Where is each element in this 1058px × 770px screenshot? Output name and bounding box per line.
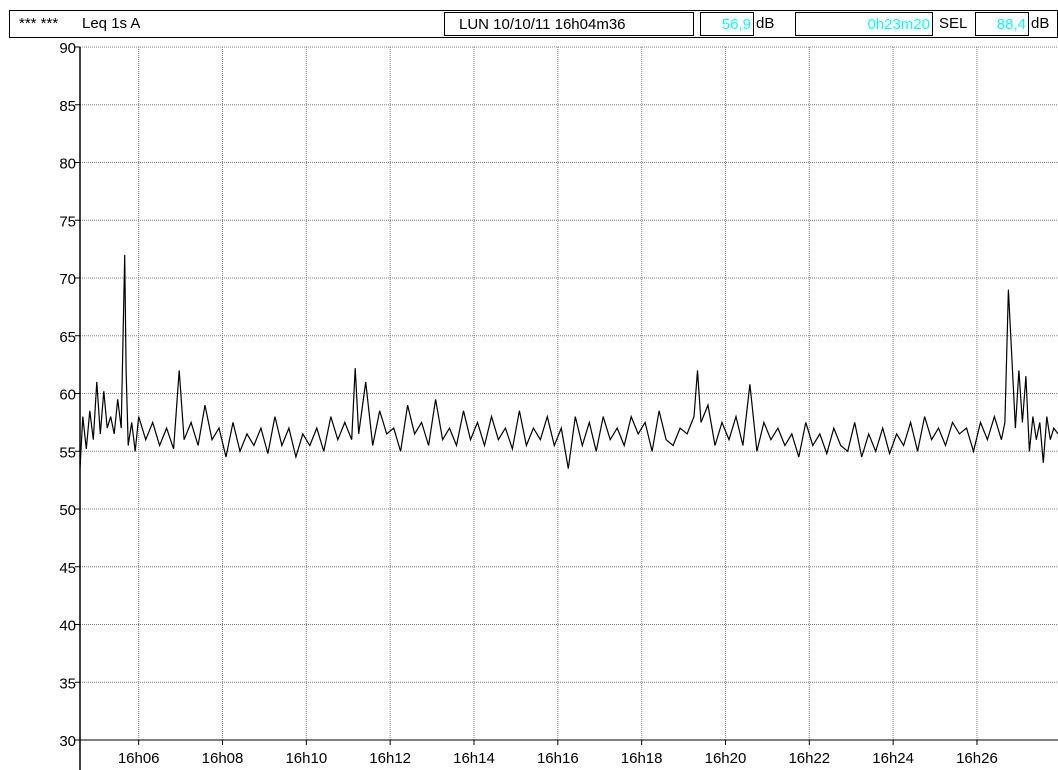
y-tick-label: 45 [59,560,76,577]
sel-unit: dB [1031,15,1050,32]
y-tick-label: 75 [59,213,76,230]
x-tick-label: 16h10 [285,750,327,767]
x-tick-label: 16h14 [453,750,495,767]
datetime-value: LUN 10/10/11 16h04m36 [459,16,626,33]
y-tick-label: 60 [59,387,76,404]
x-tick-label: 16h08 [202,750,244,767]
y-tick-label: 85 [59,98,76,115]
leq-value: 56,9 [721,16,751,33]
leq-unit: dB [756,15,775,32]
sel-value: 88,4 [996,16,1026,33]
y-tick-label: 65 [59,329,76,346]
channel-label: *** *** [19,15,59,32]
x-tick-label: 16h06 [118,750,160,767]
leq-trace-line [79,254,1058,469]
y-tick-label: 90 [59,40,76,57]
x-tick-label: 16h24 [872,750,914,767]
sound-level-chart: 30 35 40 45 50 55 60 65 70 75 80 85 90 16h06 16h08 16h1… [59,40,1058,770]
leq-value-box: 56,9 [700,12,754,36]
x-tick-label: 16h22 [788,750,830,767]
y-tick-label: 40 [59,618,76,635]
duration-value: 0h23m20 [867,16,930,33]
header-bar: *** *** Leq 1s A LUN 10/10/11 16h04m36 5… [9,10,1058,38]
measure-label: Leq 1s A [82,15,141,32]
y-tick-label: 50 [59,502,76,519]
sel-label: SEL [939,15,968,32]
y-tick-label: 55 [59,444,76,461]
duration-box: 0h23m20 [795,12,933,36]
x-tick-label: 16h18 [621,750,663,767]
y-tick-label: 35 [59,675,76,692]
y-tick-label: 70 [59,271,76,288]
x-tick-label: 16h20 [705,750,747,767]
sel-value-box: 88,4 [975,12,1029,36]
y-tick-label: 80 [59,156,76,173]
datetime-box: LUN 10/10/11 16h04m36 [444,12,694,36]
x-tick-label: 16h12 [369,750,411,767]
x-tick-label: 16h26 [956,750,998,767]
y-tick-label: 30 [59,733,76,750]
x-tick-label: 16h16 [537,750,579,767]
